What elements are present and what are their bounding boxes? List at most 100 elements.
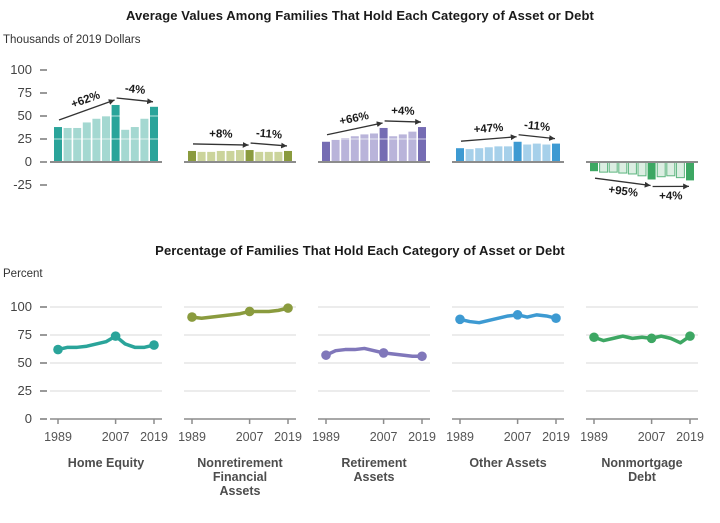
trend-line: [592, 334, 692, 345]
year-tick-label: 2007: [638, 430, 666, 444]
pct-change-arrow: [594, 177, 651, 188]
y-axis-tick-mark: [40, 184, 47, 186]
y-axis-tick-mark: [40, 418, 47, 420]
y-axis-tick-label: -25: [13, 177, 32, 192]
data-point-marker-1989: [321, 350, 331, 360]
bar-2007: [513, 141, 522, 162]
top-chart-unit-label: Thousands of 2019 Dollars: [3, 34, 141, 46]
bar-1995: [475, 148, 484, 162]
bar-2019: [150, 106, 158, 162]
line-panel-other-assets: 1989 2007 2019 Other Assets: [446, 295, 570, 515]
y-axis-tick-mark: [40, 334, 47, 336]
bar-2001: [92, 118, 101, 162]
data-point-marker-2019: [551, 313, 561, 323]
bar-2010: [656, 161, 666, 178]
year-tick-label: 2019: [274, 430, 302, 444]
pct-change-arrow: [58, 99, 115, 121]
y-axis-tick-label: 50: [17, 108, 32, 123]
holding-percentage-line-chart: 100 75 50 25 0 1989 2007 2019 Home Equity 1989 200…: [0, 295, 720, 523]
pct-change-label: -11%: [523, 119, 550, 134]
year-tick-label: 2007: [370, 430, 398, 444]
bar-1995: [73, 127, 82, 162]
bar-2001: [226, 150, 235, 162]
trend-line: [324, 346, 424, 359]
bar-2004: [370, 133, 378, 162]
category-label: Nonmortgage: [601, 456, 682, 470]
y-axis-tick-label: 50: [17, 355, 32, 370]
bar-1992: [599, 161, 609, 173]
bar-1992: [331, 139, 340, 162]
line-panel-nonretirement-financial-assets: 1989 2007 2019 Nonretirement Financial Assets: [178, 295, 302, 515]
bar-2019: [418, 127, 426, 162]
bar-2016: [408, 131, 417, 162]
y-axis-tick-mark: [40, 115, 47, 117]
bar-panel-svg: +8% -11%: [184, 92, 296, 163]
bar-2019: [284, 150, 292, 162]
bar-2004: [637, 161, 647, 177]
pct-change-arrow: [116, 97, 154, 105]
pct-change-label: -11%: [255, 127, 282, 141]
data-point-marker-2019: [149, 340, 159, 350]
pct-change-arrow: [192, 142, 249, 148]
bar-1989: [54, 127, 62, 162]
y-axis-tick-mark: [40, 69, 47, 71]
bar-2016: [140, 118, 149, 162]
category-label: Assets: [354, 470, 395, 484]
y-axis-tick-mark: [40, 161, 47, 163]
year-tick-label: 1989: [312, 430, 340, 444]
year-tick-label: 2007: [236, 430, 264, 444]
pct-change-arrow: [460, 134, 517, 142]
bar-2013: [532, 143, 541, 162]
y-axis-tick-label: 25: [17, 383, 32, 398]
y-axis-tick-mark: [40, 362, 47, 364]
bar-1995: [341, 138, 350, 162]
category-label: Financial: [213, 470, 267, 484]
year-tick-label: 2019: [408, 430, 436, 444]
year-tick-label: 1989: [44, 430, 72, 444]
bar-1992: [465, 149, 474, 162]
bar-2004: [236, 150, 244, 162]
data-point-marker-2019: [417, 351, 427, 362]
category-label: Home Equity: [68, 456, 144, 470]
line-panel-svg: 1989 2007 2019 Home Equity: [44, 306, 168, 470]
line-panel-retirement-assets: 1989 2007 2019 Retirement Assets: [312, 295, 436, 515]
average-values-bar-chart: 100 75 50 25 0 -25 +62% -4% +8% -11% +66% +4% +47% -1…: [0, 58, 720, 208]
data-point-marker-1989: [455, 314, 465, 325]
bottom-chart-unit-label: Percent: [3, 268, 43, 280]
bar-2001: [494, 146, 503, 162]
y-axis-tick-label: 100: [10, 299, 32, 314]
category-label: Debt: [628, 470, 657, 484]
y-axis-tick-label: 75: [17, 85, 32, 100]
year-tick-label: 1989: [178, 430, 206, 444]
top-chart-title: Average Values Among Families That Hold …: [126, 8, 594, 23]
data-point-marker-2007: [512, 310, 523, 320]
y-axis-tick-label: 25: [17, 131, 32, 146]
year-tick-label: 2019: [140, 430, 168, 444]
bar-panel-svg: +95% +4%: [586, 92, 698, 202]
y-axis-tick-mark: [40, 390, 47, 392]
bar-1998: [618, 161, 628, 174]
data-point-marker-1989: [589, 332, 599, 343]
year-tick-label: 2007: [102, 430, 130, 444]
bar-2007: [647, 162, 656, 180]
bar-2007: [245, 150, 254, 162]
pct-change-label: +95%: [608, 184, 639, 200]
bar-2016: [274, 151, 283, 162]
bottom-chart-title: Percentage of Families That Hold Each Ca…: [155, 243, 565, 258]
data-point-marker-2007: [646, 333, 657, 344]
bar-2019: [686, 162, 694, 181]
category-label: Nonretirement: [197, 456, 283, 470]
bar-1989: [322, 141, 330, 162]
y-axis-tick-label: 100: [10, 62, 32, 77]
y-axis-tick-label: 75: [17, 327, 32, 342]
y-axis-tick-label: 0: [24, 411, 32, 426]
bar-2001: [627, 161, 637, 175]
data-point-marker-2019: [283, 303, 293, 313]
bar-2004: [504, 146, 512, 162]
bar-1998: [216, 150, 225, 162]
trend-line: [190, 306, 290, 320]
category-label: Assets: [220, 484, 261, 498]
pct-change-arrow: [518, 134, 556, 141]
bar-panel-nonmortgage-debt: +95% +4%: [586, 58, 698, 202]
